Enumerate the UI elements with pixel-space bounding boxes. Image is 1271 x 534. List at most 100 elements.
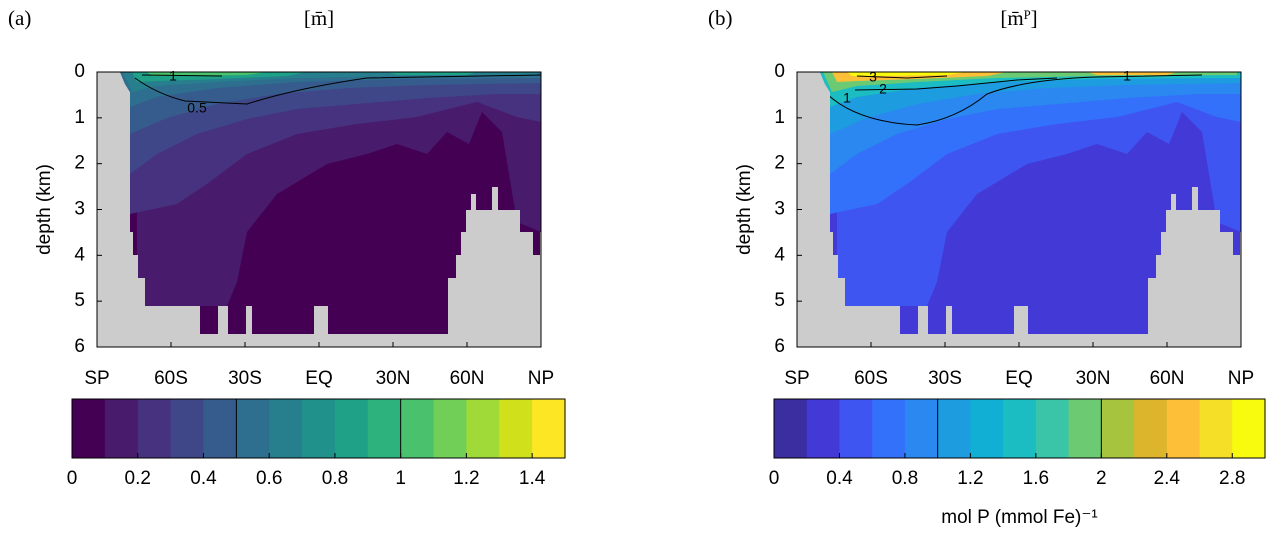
y-tick-label: 5: [74, 290, 85, 311]
y-tick-label: 3: [774, 199, 785, 220]
x-tick-label: 30S: [228, 368, 262, 389]
panel: (a) [m̄] 0.5 1 SP 60S 30S EQ 30N 60N NP 0 1 2 3 4 5 6 dept…: [8, 6, 566, 489]
colorbar-swatch: [433, 399, 467, 458]
contour-line: [826, 74, 1203, 126]
colorbar-swatch: [367, 399, 402, 458]
colorbar-swatch: [334, 399, 369, 458]
colorbar-tick-label: 1.2: [453, 468, 479, 489]
colorbar-swatch: [137, 399, 172, 458]
contour-label: 2: [879, 81, 887, 97]
colorbar-swatch: [774, 399, 808, 458]
colorbar-tick-label: 2.8: [1219, 468, 1245, 489]
colorbar-swatch: [1134, 399, 1168, 458]
contour-band: [120, 72, 541, 134]
x-tick-label: NP: [528, 368, 554, 389]
colorbar-swatch: [872, 399, 906, 458]
contour-label: 1: [1123, 68, 1131, 84]
colorbar-swatch: [170, 399, 204, 458]
field: [120, 72, 541, 334]
x-tick-label: SP: [784, 368, 809, 389]
colorbar-tick-label: 1.4: [519, 468, 546, 489]
x-tick-label: 30N: [376, 368, 411, 389]
colorbar-swatch: [532, 399, 566, 458]
contour-band: [847, 72, 967, 76]
colorbar-tick-label: 2.4: [1154, 468, 1181, 489]
colorbar-tick-label: 0.4: [190, 468, 217, 489]
colorbar-tick-label: 0: [67, 468, 78, 489]
contour-label: 1: [169, 68, 177, 84]
colorbar-tick-label: 0.8: [322, 468, 348, 489]
colorbar-swatch: [839, 399, 873, 458]
y-tick-label: 2: [74, 153, 85, 174]
panel-title: [m̄]: [304, 6, 334, 30]
colorbar-tick-label: 2: [1096, 468, 1107, 489]
y-tick-label: 2: [774, 153, 785, 174]
contour-label: 0.5: [187, 100, 207, 116]
y-tick-label: 4: [74, 244, 85, 265]
colorbar-frame: [71, 398, 566, 459]
x-tick-label: SP: [84, 368, 109, 389]
colorbar-tick-label: 0.6: [256, 468, 282, 489]
colorbar-swatch: [1166, 399, 1201, 458]
colorbar-tick-label: 1.2: [957, 468, 983, 489]
colorbar-swatch: [1003, 399, 1037, 458]
y-tick-label: 3: [74, 199, 85, 220]
colorbar-swatch: [466, 399, 500, 458]
colorbar-swatch: [1068, 399, 1102, 458]
y-tick-label: 0: [774, 61, 785, 82]
panel-label: (b): [708, 6, 733, 30]
x-tick-label: EQ: [1005, 368, 1032, 389]
colorbar-swatch: [203, 399, 237, 458]
y-tick-label: 1: [774, 107, 785, 128]
colorbar-swatch: [302, 399, 336, 458]
colorbar-tick-label: 0.8: [892, 468, 918, 489]
y-tick-label: 6: [774, 336, 785, 357]
colorbar-swatch: [400, 399, 435, 458]
x-tick-label: EQ: [305, 368, 332, 389]
colorbar-swatch: [937, 399, 971, 458]
colorbar-swatch: [904, 399, 939, 458]
colorbar-swatch: [269, 399, 303, 458]
x-tick-label: 60N: [450, 368, 485, 389]
colorbar-swatch: [72, 399, 106, 458]
colorbar-swatch: [1232, 399, 1266, 458]
contour-label: 1: [843, 90, 851, 106]
contour-label: 3: [869, 69, 877, 85]
y-tick-label: 5: [774, 290, 785, 311]
colorbar-swatch: [499, 399, 533, 458]
y-axis-label: depth (km): [734, 164, 755, 255]
panel-title: [m̄ᴾ]: [1000, 6, 1037, 30]
x-tick-label: 60N: [1150, 368, 1185, 389]
colorbar-frame: [773, 398, 1266, 459]
y-tick-label: 0: [74, 61, 85, 82]
colorbar-swatch: [970, 399, 1004, 458]
contour-line: [854, 77, 1058, 91]
x-tick-label: NP: [1228, 368, 1254, 389]
x-tick-label: 30N: [1076, 368, 1111, 389]
colorbar-tick-label: 1.6: [1023, 468, 1049, 489]
y-tick-label: 6: [74, 336, 85, 357]
panel-label: (a): [8, 6, 31, 30]
y-axis-label: depth (km): [34, 164, 55, 255]
colorbar-swatch: [104, 399, 139, 458]
contour-line: [141, 74, 223, 77]
y-tick-label: 4: [774, 244, 785, 265]
colorbar-tick-label: 0: [769, 468, 780, 489]
colorbar-tick-label: 0.4: [826, 468, 853, 489]
colorbar-swatch: [806, 399, 840, 458]
contour-band: [820, 72, 1241, 134]
field: [820, 72, 1241, 334]
y-tick-label: 1: [74, 107, 85, 128]
x-tick-label: 30S: [928, 368, 962, 389]
colorbar-swatch: [1035, 399, 1070, 458]
colorbar-label: mol P (mmol Fe)⁻¹: [941, 507, 1097, 528]
colorbar-tick-label: 1: [395, 468, 406, 489]
colorbar-swatch: [1199, 399, 1233, 458]
x-tick-label: 60S: [854, 368, 888, 389]
x-tick-label: 60S: [154, 368, 188, 389]
colorbar-swatch: [236, 399, 270, 458]
contour-line: [856, 75, 948, 79]
